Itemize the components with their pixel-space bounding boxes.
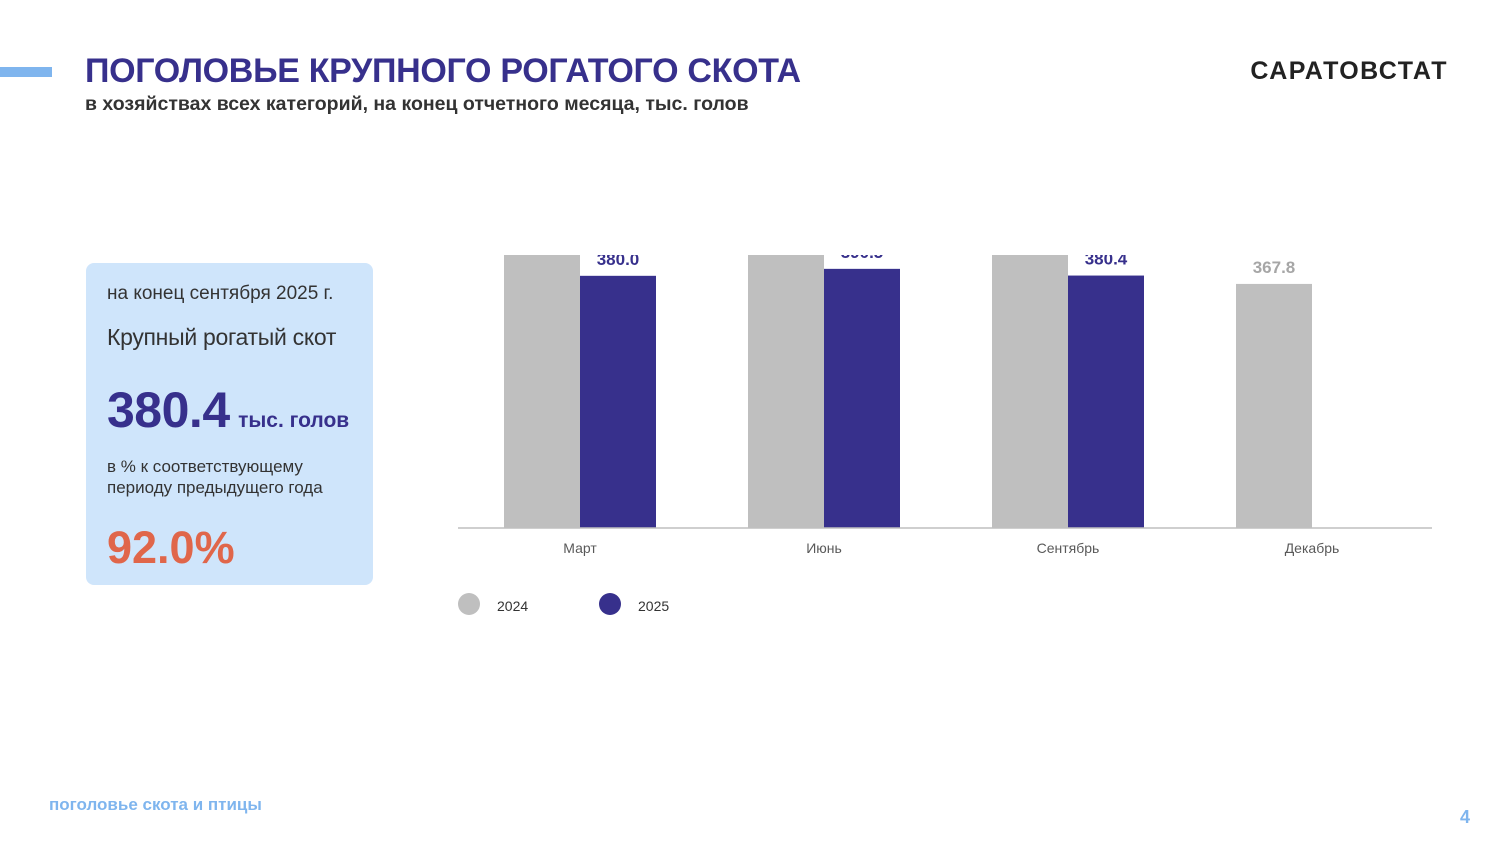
page-subtitle: в хозяйствах всех категорий, на конец от… xyxy=(85,93,749,115)
bar-2025-1 xyxy=(580,275,656,528)
card-description-line-2: периоду предыдущего года xyxy=(107,478,323,497)
card-value: 380.4 xyxy=(107,382,230,438)
bar-2025-2 xyxy=(824,268,900,528)
x-tick-label-4: Декабрь xyxy=(1285,540,1340,556)
bar-2024-4 xyxy=(1236,283,1312,528)
card-date: на конец сентября 2025 г. xyxy=(107,283,334,304)
card-value-row: 380.4 тыс. голов xyxy=(107,381,349,439)
bar-2024-1 xyxy=(504,255,580,528)
legend-label-2025: 2025 xyxy=(638,598,669,614)
data-label-2024-4: 367.8 xyxy=(1253,258,1296,277)
data-label-2025-1: 380.0 xyxy=(597,255,640,269)
bar-2024-3 xyxy=(992,255,1068,528)
x-tick-label-2: Июнь xyxy=(806,540,842,556)
x-tick-label-1: Март xyxy=(563,540,597,556)
data-label-2025-2: 390.5 xyxy=(841,255,884,262)
card-description-line-1: в % к соответствующему xyxy=(107,457,303,476)
brand-logo: САРАТОВСТАТ xyxy=(1250,57,1448,85)
header-accent-bar xyxy=(0,67,52,77)
x-tick-label-3: Сентябрь xyxy=(1037,540,1100,556)
legend-label-2024: 2024 xyxy=(497,598,528,614)
summary-card: на конец сентября 2025 г. Крупный рогаты… xyxy=(86,263,373,585)
bar-2024-2 xyxy=(748,255,824,528)
card-description: в % к соответствующему периоду предыдуще… xyxy=(107,456,357,498)
legend-marker-2025 xyxy=(599,593,621,615)
bar-2025-3 xyxy=(1068,275,1144,528)
bar-chart: 415.5380.0Март427.8390.5Июнь413.2380.4Се… xyxy=(458,255,1432,615)
legend-marker-2024 xyxy=(458,593,480,615)
card-unit: тыс. голов xyxy=(238,409,350,432)
footer-section-label: поголовье скота и птицы xyxy=(49,795,262,814)
card-indicator-name: Крупный рогатый скот xyxy=(107,324,337,350)
page-number: 4 xyxy=(1460,807,1471,827)
data-label-2025-3: 380.4 xyxy=(1085,255,1128,269)
card-percent: 92.0% xyxy=(107,522,235,573)
page-title: ПОГОЛОВЬЕ КРУПНОГО РОГАТОГО СКОТА xyxy=(85,52,801,90)
